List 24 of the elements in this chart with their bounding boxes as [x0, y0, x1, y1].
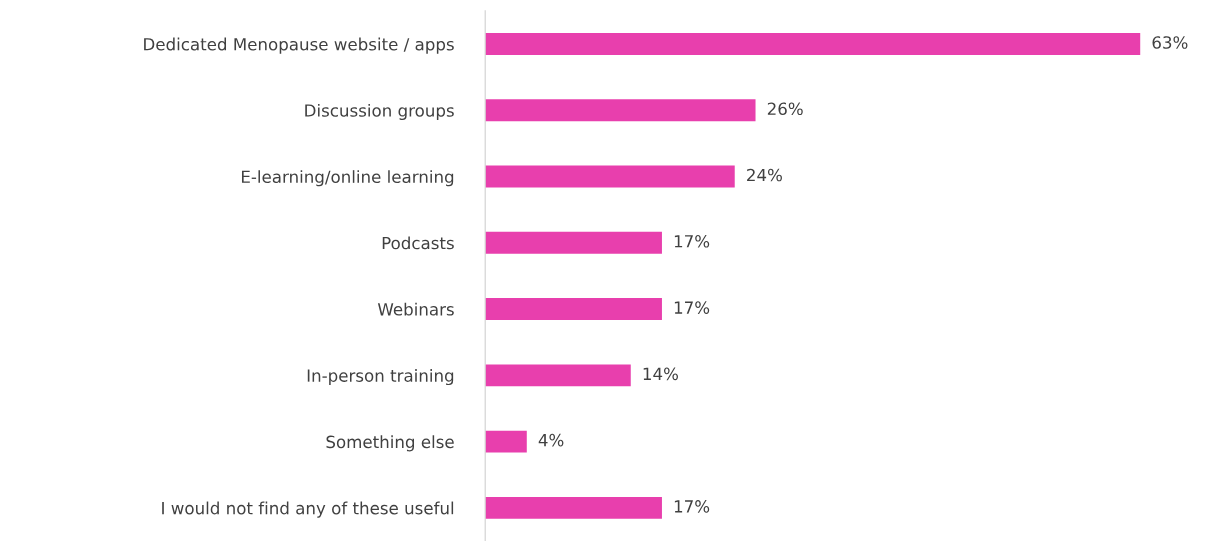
data-label: 17%	[674, 500, 710, 513]
data-label: 24%	[747, 168, 782, 182]
bar	[485, 430, 527, 453]
y-tick-label: I would not find any of these useful	[162, 501, 454, 518]
bar	[485, 364, 631, 387]
data-label: 17%	[674, 301, 710, 314]
y-tick-label: Dedicated Menopause website / apps	[144, 37, 454, 54]
data-label: 63%	[1152, 36, 1188, 49]
y-tick-label: Podcasts	[382, 236, 454, 250]
bar	[485, 496, 662, 519]
bar	[485, 298, 662, 320]
y-tick-label: Discussion groups	[305, 103, 454, 121]
y-tick-label: Webinars	[377, 302, 454, 316]
bar	[485, 33, 1141, 55]
data-label: 14%	[643, 367, 678, 381]
bar	[485, 165, 735, 188]
data-label: 17%	[674, 235, 710, 248]
bar	[485, 99, 756, 122]
bar	[485, 231, 662, 254]
data-label: 26%	[767, 102, 803, 116]
data-label: 4%	[538, 433, 564, 447]
y-tick-label: E-learning/online learning	[242, 170, 454, 187]
y-tick-label: In-person training	[307, 368, 454, 386]
y-tick-label: Something else	[326, 435, 454, 452]
